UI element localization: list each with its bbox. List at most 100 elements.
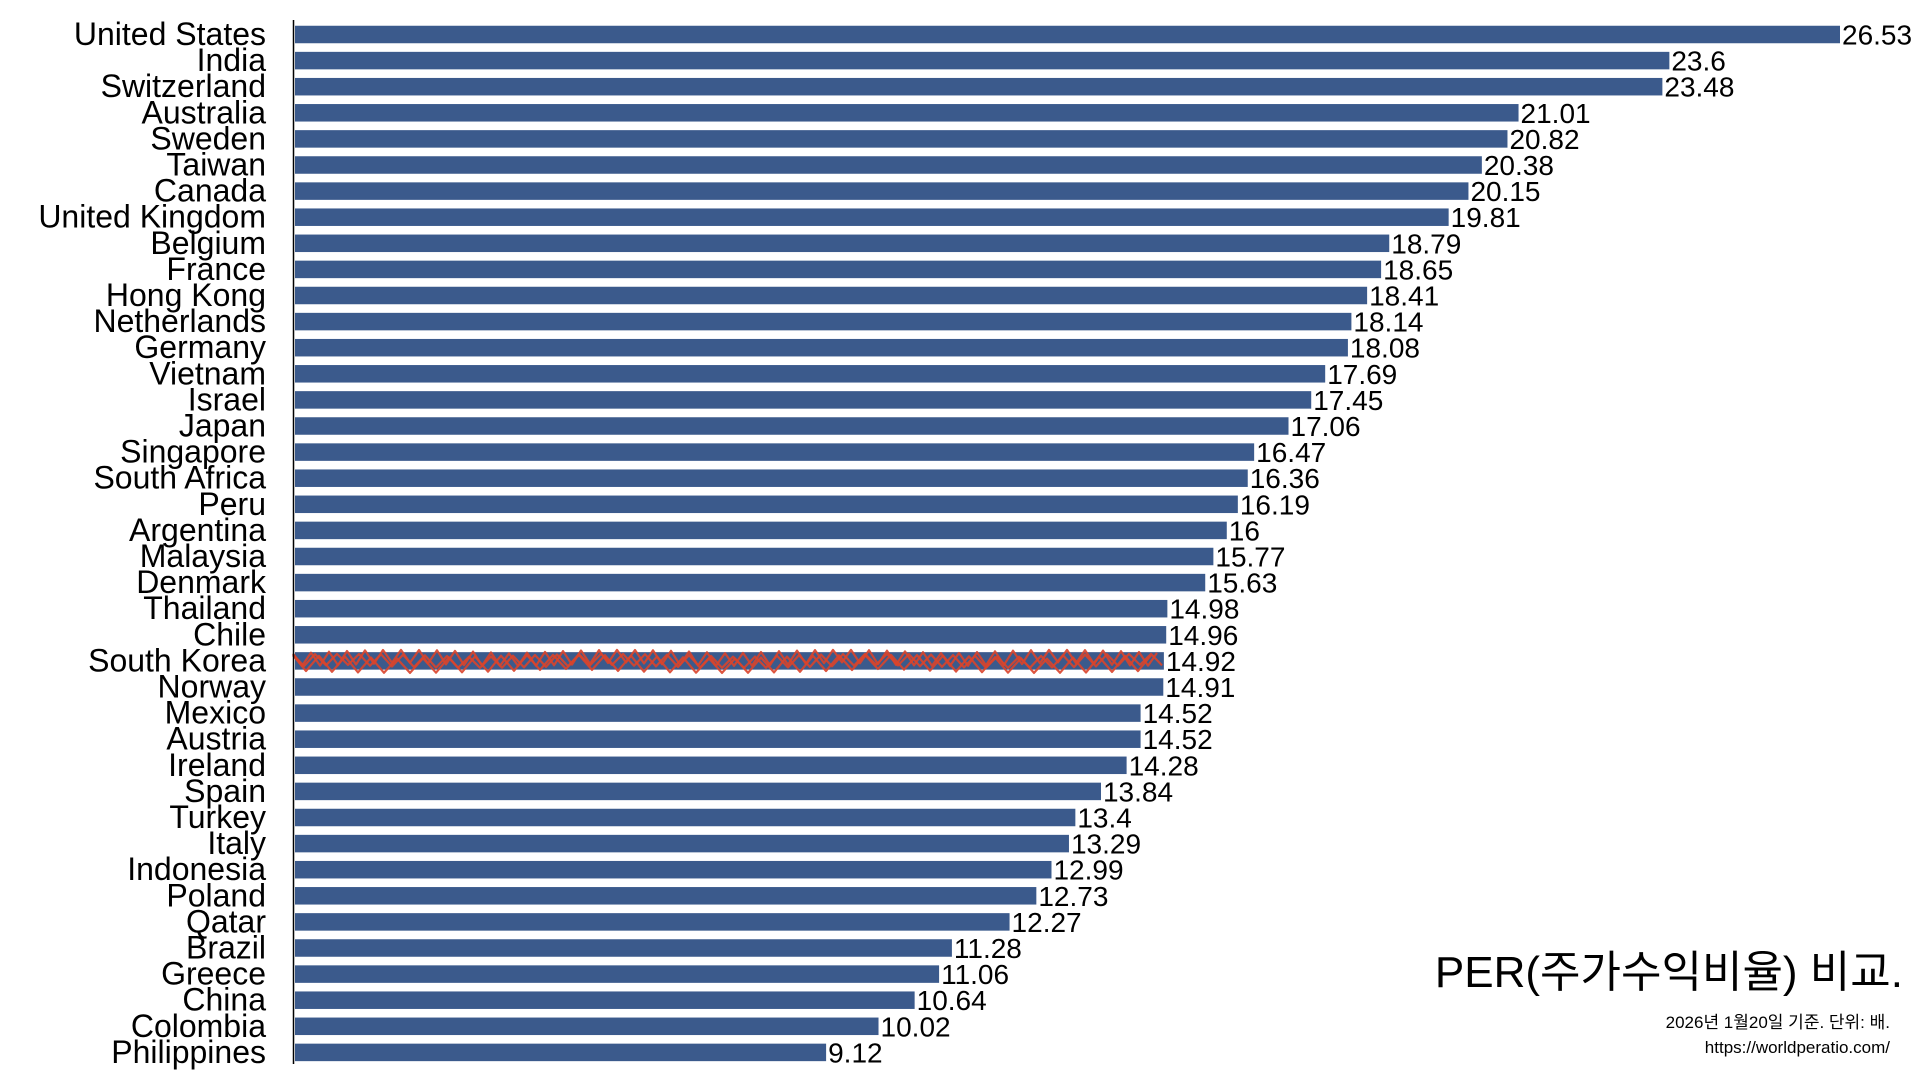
- bar-singapore: [295, 443, 1255, 461]
- bar-indonesia: [295, 860, 1052, 879]
- value-label-denmark: 15.63: [1207, 568, 1277, 599]
- value-label-poland: 12.73: [1038, 881, 1108, 912]
- category-label-singapore: Singapore: [120, 434, 266, 470]
- category-label-france: France: [166, 251, 266, 287]
- bar-australia: [295, 104, 1519, 122]
- category-label-united-states: United States: [74, 16, 266, 52]
- category-label-sweden: Sweden: [150, 120, 266, 156]
- highlight-scribble-stroke: [292, 652, 1163, 669]
- bar-switzerland: [295, 77, 1663, 96]
- bar-colombia: [295, 1017, 879, 1036]
- value-label-spain: 13.84: [1103, 776, 1173, 807]
- value-label-sweden: 20.82: [1509, 124, 1579, 155]
- highlight-scribble: [292, 648, 1163, 674]
- category-label-spain: Spain: [184, 773, 266, 809]
- bars-layer: [292, 25, 1840, 1062]
- category-label-united-kingdom: United Kingdom: [38, 199, 266, 235]
- value-label-philippines: 9.12: [828, 1037, 883, 1068]
- category-label-netherlands: Netherlands: [93, 303, 266, 339]
- category-label-ireland: Ireland: [168, 747, 266, 783]
- bar-malaysia: [295, 547, 1214, 566]
- bar-south-africa: [295, 469, 1248, 487]
- value-label-greece: 11.06: [941, 959, 1009, 990]
- category-label-switzerland: Switzerland: [101, 68, 266, 104]
- value-label-switzerland: 23.48: [1664, 72, 1734, 103]
- bar-spain: [295, 782, 1101, 801]
- bar-united-states: [295, 25, 1840, 44]
- value-label-colombia: 10.02: [881, 1011, 951, 1042]
- value-label-indonesia: 12.99: [1053, 855, 1123, 886]
- bar-japan: [295, 417, 1289, 435]
- category-label-canada: Canada: [154, 173, 266, 209]
- value-label-austria: 14.52: [1143, 724, 1213, 755]
- bar-qatar: [295, 913, 1010, 931]
- category-label-indonesia: Indonesia: [127, 851, 266, 887]
- bar-china: [295, 991, 915, 1009]
- bar-denmark: [295, 573, 1206, 592]
- category-label-south-africa: South Africa: [93, 460, 266, 496]
- bar-united-kingdom: [295, 208, 1449, 226]
- category-label-norway: Norway: [158, 669, 266, 705]
- bar-india: [295, 51, 1670, 70]
- bar-chile: [295, 626, 1167, 644]
- category-label-malaysia: Malaysia: [140, 538, 266, 574]
- value-label-hong-kong: 18.41: [1369, 281, 1439, 312]
- category-label-taiwan: Taiwan: [166, 147, 266, 183]
- chart-note-source: https://worldperatio.com/: [1705, 1038, 1890, 1057]
- value-label-italy: 13.29: [1071, 829, 1141, 860]
- value-label-vietnam: 17.69: [1327, 359, 1397, 390]
- value-label-netherlands: 18.14: [1353, 307, 1423, 338]
- category-label-china: China: [182, 982, 266, 1018]
- category-label-thailand: Thailand: [143, 590, 266, 626]
- bar-argentina: [295, 521, 1227, 540]
- category-label-belgium: Belgium: [150, 225, 266, 261]
- value-label-india: 23.6: [1671, 46, 1726, 77]
- category-label-hong-kong: Hong Kong: [106, 277, 266, 313]
- bar-netherlands: [295, 312, 1352, 331]
- category-label-chile: Chile: [193, 616, 266, 652]
- bar-germany: [295, 338, 1348, 357]
- category-label-australia: Australia: [142, 94, 267, 130]
- category-label-philippines: Philippines: [111, 1034, 266, 1070]
- value-label-south-africa: 16.36: [1250, 463, 1320, 494]
- bar-philippines: [295, 1043, 827, 1062]
- category-label-vietnam: Vietnam: [149, 355, 266, 391]
- bar-taiwan: [295, 156, 1482, 174]
- value-label-belgium: 18.79: [1391, 228, 1461, 259]
- bar-hong-kong: [295, 286, 1368, 305]
- bar-turkey: [295, 808, 1076, 827]
- value-label-united-states: 26.53: [1842, 20, 1912, 51]
- bar-israel: [295, 391, 1312, 409]
- bar-thailand: [295, 599, 1168, 618]
- category-label-india: India: [197, 42, 267, 78]
- value-label-canada: 20.15: [1470, 176, 1540, 207]
- labels-layer: United States 26.53 India 23.6 Switzerland 23…: [38, 16, 1912, 1070]
- value-label-south-korea: 14.92: [1166, 646, 1236, 677]
- bar-norway: [295, 678, 1164, 696]
- value-label-thailand: 14.98: [1169, 594, 1239, 625]
- value-label-united-kingdom: 19.81: [1451, 202, 1521, 233]
- value-label-turkey: 13.4: [1077, 803, 1132, 834]
- category-label-poland: Poland: [166, 877, 266, 913]
- value-label-australia: 21.01: [1521, 98, 1591, 129]
- category-label-austria: Austria: [166, 721, 266, 757]
- value-label-brazil: 11.28: [954, 933, 1022, 964]
- value-label-japan: 17.06: [1291, 411, 1361, 442]
- category-label-denmark: Denmark: [136, 564, 267, 600]
- bar-france: [295, 260, 1382, 279]
- value-label-taiwan: 20.38: [1484, 150, 1554, 181]
- bar-belgium: [295, 234, 1390, 253]
- bar-mexico: [295, 704, 1141, 722]
- value-label-singapore: 16.47: [1256, 437, 1326, 468]
- category-label-italy: Italy: [207, 825, 266, 861]
- bar-peru: [295, 495, 1238, 514]
- bar-poland: [295, 887, 1037, 905]
- category-label-greece: Greece: [161, 956, 266, 992]
- highlight-scribble-stroke: [292, 653, 1152, 674]
- category-label-germany: Germany: [134, 329, 266, 365]
- value-label-argentina: 16: [1229, 515, 1260, 546]
- bar-ireland: [295, 756, 1127, 775]
- category-label-japan: Japan: [179, 408, 266, 444]
